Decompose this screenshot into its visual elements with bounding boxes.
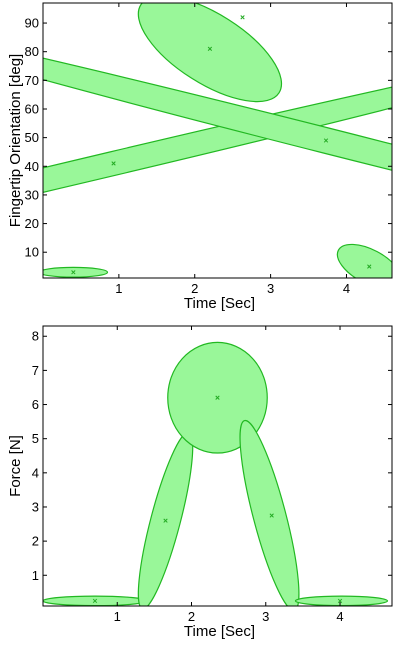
chart1-y-axis-label: Fingertip Orientation [deg]	[7, 54, 24, 227]
chart2-x-tick-label: 1	[114, 609, 121, 624]
chart2-axes-frame	[42, 325, 393, 607]
chart1-x-axis-label: Time [Sec]	[184, 295, 255, 312]
chart2-x-tick-label: 2	[188, 609, 195, 624]
chart2-center-mark-2	[163, 518, 168, 523]
chart2-x-tick-label: 4	[336, 609, 343, 624]
chart1-x-tick-label: 2	[191, 281, 198, 296]
chart2-center-mark-4	[269, 513, 274, 518]
chart1-y-tick-label: 90	[25, 16, 39, 31]
chart1-x-tick-label: 4	[343, 281, 350, 296]
chart2-y-tick-label: 1	[32, 568, 39, 583]
chart1-center-mark-6	[367, 264, 372, 269]
chart1-axes-frame	[42, 2, 393, 279]
chart2-y-tick-label: 2	[32, 534, 39, 549]
chart2-y-tick-label: 3	[32, 499, 39, 514]
chart1-y-tick-label: 70	[25, 73, 39, 88]
chart1-center-mark-3	[207, 46, 213, 51]
chart1-x-tick-label: 3	[267, 281, 274, 296]
chart2-ellipse-4	[239, 419, 300, 606]
chart1-ellipse-5	[336, 243, 392, 278]
chart2-y-tick-label: 7	[32, 363, 39, 378]
chart1-ellipse-1	[43, 266, 109, 278]
chart1-y-tick-label: 80	[25, 44, 39, 59]
chart1-center-mark-4	[240, 15, 245, 20]
chart2-y-tick-label: 8	[32, 329, 39, 344]
chart1-center-mark-5	[323, 138, 329, 143]
chart2-center-mark-1	[92, 598, 98, 604]
chart1-y-tick-label: 60	[25, 101, 39, 116]
plot-area-2	[43, 341, 389, 606]
chart2-x-axis-label: Time [Sec]	[184, 623, 255, 640]
chart2-ellipse-5	[294, 595, 389, 606]
chart1-y-tick-label: 30	[25, 187, 39, 202]
chart2-y-axis-label: Force [N]	[7, 435, 24, 497]
chart2-center-mark-5	[337, 598, 343, 604]
chart2-center-mark-3	[215, 395, 220, 400]
chart1-y-tick-label: 20	[25, 216, 39, 231]
chart1-x-tick-label: 1	[115, 281, 122, 296]
chart1-y-tick-label: 40	[25, 159, 39, 174]
chart1-y-tick-label: 50	[25, 130, 39, 145]
chart1-y-tick-label: 10	[25, 245, 39, 260]
chart1-center-mark-1	[71, 270, 76, 275]
chart2-x-tick-label: 3	[262, 609, 269, 624]
chart1-center-mark-2	[111, 161, 116, 166]
chart2-y-tick-label: 6	[32, 397, 39, 412]
chart2-y-tick-label: 5	[32, 431, 39, 446]
plot-area-1	[43, 3, 392, 278]
chart2-y-tick-label: 4	[32, 465, 39, 480]
